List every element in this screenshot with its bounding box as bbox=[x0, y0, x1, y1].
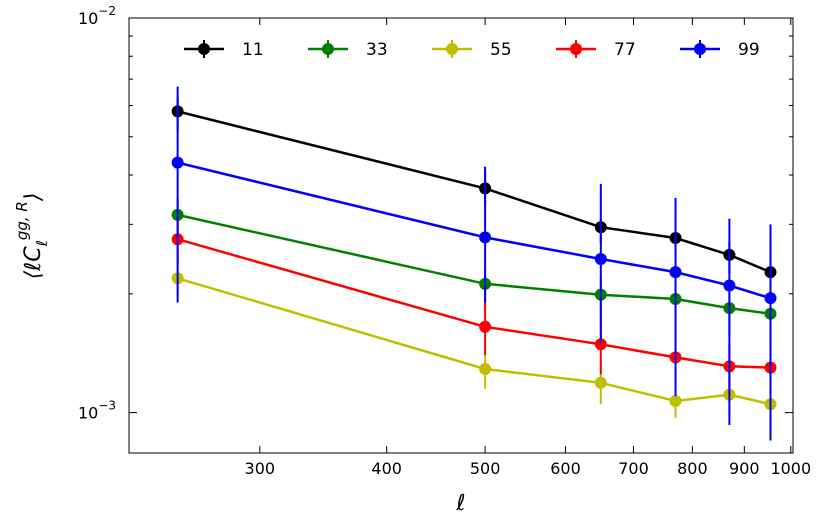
data-point bbox=[594, 253, 607, 266]
y-tick-label-exp: −2 bbox=[98, 4, 116, 18]
x-tick-label: 900 bbox=[729, 459, 760, 478]
data-point bbox=[479, 362, 492, 375]
y-axis-label-sub: ℓ bbox=[33, 240, 51, 247]
legend: 11 33 55 77 99 bbox=[184, 40, 760, 60]
legend-item-33: 33 bbox=[308, 40, 388, 60]
legend-item-55: 55 bbox=[432, 40, 512, 60]
y-axis-label-sup: gg, R bbox=[13, 201, 31, 240]
x-tick-label: 1000 bbox=[770, 459, 811, 478]
data-point bbox=[594, 376, 607, 389]
data-point bbox=[594, 338, 607, 351]
y-tick-label-base: 10 bbox=[78, 9, 98, 28]
x-tick-label: 800 bbox=[677, 459, 708, 478]
series-line bbox=[177, 161, 771, 300]
series-55 bbox=[171, 259, 777, 422]
data-point bbox=[723, 279, 736, 292]
data-point bbox=[171, 156, 184, 169]
legend-item-99: 99 bbox=[680, 40, 760, 60]
series-99 bbox=[171, 86, 777, 441]
legend-label: 11 bbox=[242, 40, 264, 60]
x-tick-label: 500 bbox=[470, 459, 501, 478]
legend-marker bbox=[198, 43, 210, 55]
series-line bbox=[177, 213, 771, 316]
legend-label: 99 bbox=[738, 40, 760, 60]
legend-marker bbox=[322, 43, 334, 55]
data-point bbox=[669, 266, 682, 279]
x-tick-label: 700 bbox=[618, 459, 649, 478]
data-point bbox=[479, 231, 492, 244]
series-line bbox=[177, 110, 771, 274]
legend-item-11: 11 bbox=[184, 40, 264, 60]
data-point bbox=[669, 395, 682, 408]
x-tick-label: 300 bbox=[245, 459, 276, 478]
legend-label: 55 bbox=[490, 40, 512, 60]
legend-label: 33 bbox=[366, 40, 388, 60]
series-77 bbox=[171, 218, 777, 400]
legend-label: 77 bbox=[614, 40, 636, 60]
data-point bbox=[479, 320, 492, 333]
series-layer bbox=[171, 86, 777, 441]
y-tick-label: 10−2 bbox=[78, 4, 116, 28]
x-tick-label: 400 bbox=[371, 459, 402, 478]
y-axis-label-main: ⟨ℓC bbox=[21, 246, 46, 280]
series-line bbox=[177, 277, 771, 406]
data-point bbox=[764, 292, 777, 305]
y-tick-label-base: 10 bbox=[78, 404, 98, 423]
series-11 bbox=[171, 97, 777, 290]
legend-item-77: 77 bbox=[556, 40, 636, 60]
legend-marker bbox=[446, 43, 458, 55]
x-tick-label: 600 bbox=[550, 459, 581, 478]
plot-frame bbox=[128, 17, 794, 454]
y-tick-label: 10−3 bbox=[78, 399, 116, 423]
y-tick-label-exp: −3 bbox=[98, 399, 116, 413]
y-axis-label: ⟨ℓCℓgg, R⟩ bbox=[13, 193, 51, 280]
series-line bbox=[177, 237, 771, 369]
x-axis-label: ℓ bbox=[455, 491, 465, 516]
y-axis-label-close: ⟩ bbox=[21, 193, 46, 203]
legend-marker bbox=[694, 43, 706, 55]
legend-marker bbox=[570, 43, 582, 55]
